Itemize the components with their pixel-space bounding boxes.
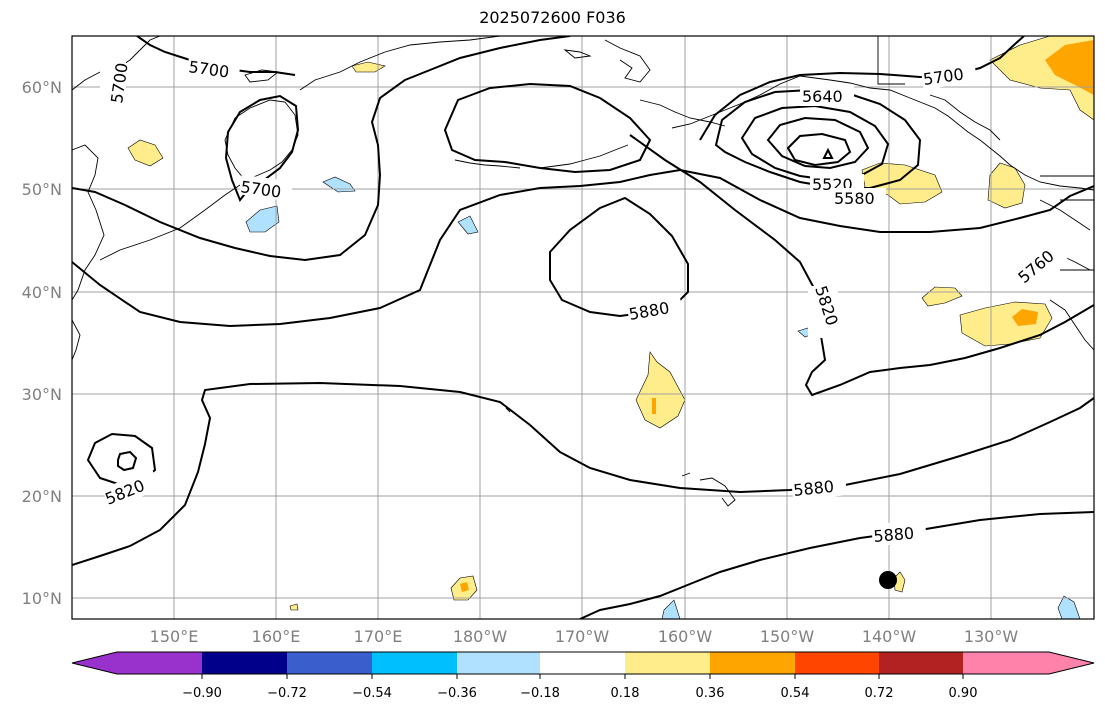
x-tick-label: 150°W bbox=[760, 627, 815, 646]
y-tick-labels: 10°N 20°N 30°N 40°N 50°N 60°N bbox=[22, 78, 62, 608]
colorbar-segment bbox=[795, 652, 879, 674]
colorbar-tick-label: 0.90 bbox=[949, 686, 978, 701]
cyclone-marker bbox=[879, 571, 897, 589]
y-tick-label: 60°N bbox=[22, 78, 62, 97]
colorbar-segment bbox=[117, 652, 202, 674]
contour-label-5880-c: 5880 bbox=[873, 524, 915, 546]
x-tick-label: 150°E bbox=[150, 627, 199, 646]
contour-labels: 5700 5700 5700 5700 5640 5520 5580 5760 … bbox=[100, 52, 1069, 547]
contour-label-5640: 5640 bbox=[802, 87, 843, 106]
colorbar-segment bbox=[963, 652, 1049, 674]
map-title: 2025072600 F036 bbox=[479, 8, 626, 27]
anomaly-shading bbox=[127, 36, 1094, 619]
x-tick-label: 160°W bbox=[658, 627, 713, 646]
map-background bbox=[72, 36, 1094, 619]
y-tick-label: 30°N bbox=[22, 385, 62, 404]
colorbar-segment bbox=[202, 652, 287, 674]
colorbar-segment bbox=[625, 652, 710, 674]
colorbar-tick-label: 0.36 bbox=[696, 686, 725, 701]
x-tick-label: 160°E bbox=[252, 627, 301, 646]
colorbar-segment bbox=[879, 652, 963, 674]
colorbar-segment bbox=[287, 652, 372, 674]
y-tick-label: 10°N bbox=[22, 589, 62, 608]
height-contours bbox=[72, 36, 1094, 619]
y-tick-label: 40°N bbox=[22, 283, 62, 302]
colorbar-tick-label: −0.54 bbox=[352, 686, 392, 701]
colorbar: −0.90 −0.72 −0.54 −0.36 −0.18 0.18 0.36 … bbox=[71, 651, 1095, 701]
colorbar-tick-label: 0.54 bbox=[781, 686, 810, 701]
colorbar-tick-label: 0.72 bbox=[865, 686, 894, 701]
colorbar-segment bbox=[540, 652, 625, 674]
coastlines bbox=[72, 36, 1094, 507]
colorbar-tick-label: −0.90 bbox=[182, 686, 222, 701]
colorbar-segment bbox=[1049, 652, 1094, 674]
colorbar-segment bbox=[710, 652, 795, 674]
y-tick-label: 20°N bbox=[22, 487, 62, 506]
map-frame bbox=[71, 35, 1095, 620]
colorbar-outline bbox=[71, 651, 1095, 675]
colorbar-segment bbox=[372, 652, 457, 674]
x-tick-labels: 150°E 160°E 170°E 180°W 170°W 160°W 150°… bbox=[150, 627, 1019, 646]
x-tick-label: 140°W bbox=[862, 627, 917, 646]
colorbar-segment bbox=[72, 652, 117, 674]
contour-label-5880-b: 5880 bbox=[792, 477, 834, 500]
x-tick-label: 170°E bbox=[354, 627, 403, 646]
colorbar-tick-label: −0.18 bbox=[520, 686, 560, 701]
x-tick-label: 180°W bbox=[453, 627, 508, 646]
colorbar-tick-label: 0.18 bbox=[611, 686, 640, 701]
y-tick-label: 50°N bbox=[22, 180, 62, 199]
colorbar-segment bbox=[457, 652, 540, 674]
colorbar-tick-label: −0.36 bbox=[437, 686, 477, 701]
x-tick-label: 170°W bbox=[555, 627, 610, 646]
contour-label-5580: 5580 bbox=[834, 189, 875, 208]
colorbar-tick-label: −0.72 bbox=[267, 686, 307, 701]
x-tick-label: 130°W bbox=[964, 627, 1019, 646]
